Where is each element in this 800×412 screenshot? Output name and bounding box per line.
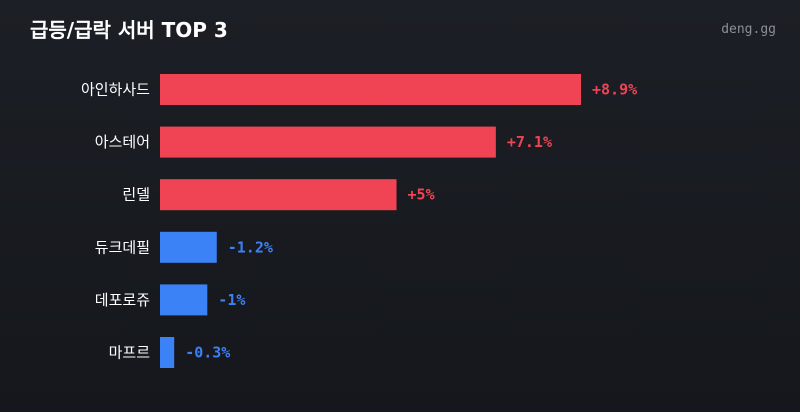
value-label: -1.2% <box>228 238 273 256</box>
category-label: 듀크데필 <box>95 238 150 256</box>
chart-title: 급등/급락 서버 TOP 3 <box>30 18 228 42</box>
category-label: 린델 <box>122 186 150 204</box>
bar <box>160 126 496 158</box>
brand-watermark: deng.gg <box>721 22 776 37</box>
bar <box>160 74 581 105</box>
category-label: 데포로쥬 <box>95 291 150 309</box>
bar <box>160 179 397 211</box>
value-label: -1% <box>218 291 245 309</box>
value-label: +8.9% <box>592 81 637 99</box>
category-label: 아스테어 <box>95 133 150 151</box>
value-label: -0.3% <box>185 344 230 362</box>
category-label: 마프르 <box>109 344 151 362</box>
bar <box>160 284 208 316</box>
value-label: +5% <box>408 186 435 204</box>
bar <box>160 337 175 368</box>
category-label: 아인하사드 <box>81 81 150 99</box>
bar <box>160 231 217 263</box>
value-label: +7.1% <box>507 133 552 151</box>
